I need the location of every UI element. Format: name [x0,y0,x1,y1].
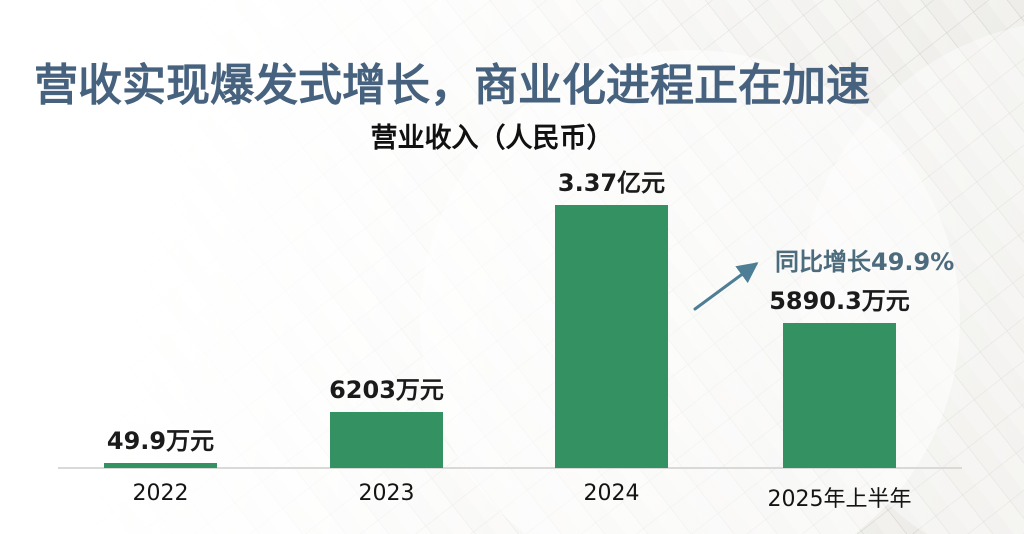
bar-group-2023: 6203万元 2023 [329,370,444,506]
x-axis-line [58,467,962,469]
page-title: 营收实现爆发式增长，商业化进程正在加速 [34,60,870,112]
bar-value-label: 6203万元 [329,376,444,404]
chart-title: 营业收入（人民币） [370,123,614,154]
bar-2025h1 [783,323,896,468]
x-axis-label-2025h1: 2025年上半年 [767,487,912,512]
bar-2023 [330,412,443,468]
bar-value-label: 5890.3万元 [769,287,910,315]
bar-group-2022: 49.9万元 2022 [104,421,217,506]
yoy-growth-annotation: 同比增长49.9% [775,248,955,276]
bar-group-2025h1: 5890.3万元 2025年上半年 [768,281,912,512]
bar-value-label: 49.9万元 [106,427,215,455]
bar-value-label: 3.37亿元 [557,169,666,197]
bar-2024 [555,205,668,468]
growth-arrow-icon [693,262,759,311]
x-axis-label-2022: 2022 [132,481,189,506]
x-axis-label-2023: 2023 [358,481,415,506]
bar-2022 [104,463,217,468]
bar-group-2024: 3.37亿元 2024 [555,163,668,506]
x-axis-label-2024: 2024 [583,481,640,506]
